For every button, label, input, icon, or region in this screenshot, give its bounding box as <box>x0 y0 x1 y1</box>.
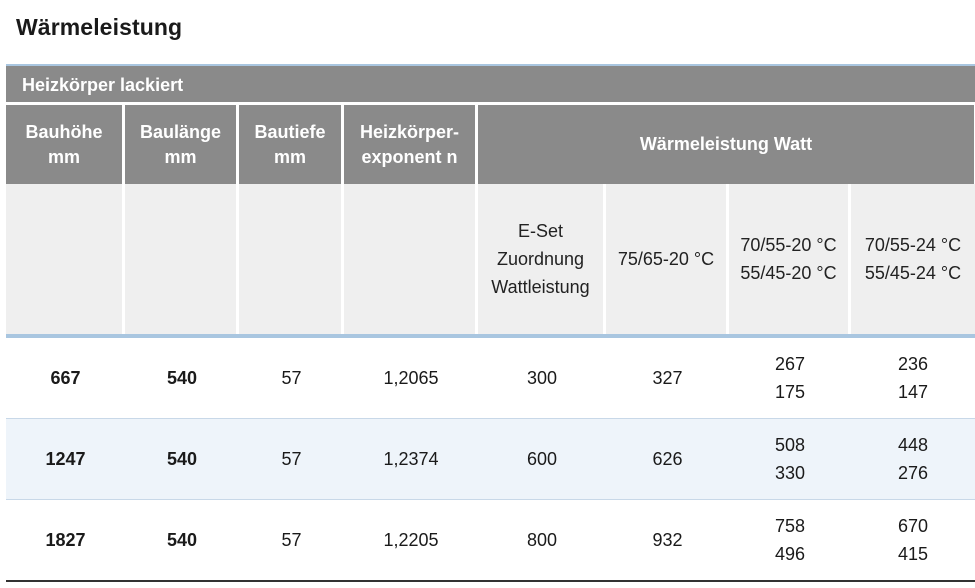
cell-depth: 57 <box>281 530 302 550</box>
table-row: 1827 540 57 1,2205 800 932 758 496 670 415 <box>6 500 975 582</box>
cell-exponent: 1,2065 <box>383 368 439 388</box>
header-bauhoehe: Bauhöhe mm <box>6 105 125 184</box>
header-divider <box>6 334 975 338</box>
cell-w70-20: 267 175 <box>774 354 806 402</box>
cell-exponent: 1,2205 <box>383 530 439 550</box>
cell-height: 667 <box>50 368 81 388</box>
heat-output-table: Heizkörper lackiert Bauhöhe mm Baulänge … <box>6 64 975 582</box>
subheader-75-65: 75/65-20 °C <box>606 184 729 334</box>
cell-depth: 57 <box>281 449 302 469</box>
header-bautiefe: Bautiefe mm <box>239 105 344 184</box>
subheader-eset: E-Set Zuordnung Wattleistung <box>478 184 606 334</box>
table-row: 1247 540 57 1,2374 600 626 508 330 448 276 <box>6 419 975 500</box>
page-title: Wärmeleistung <box>16 14 183 40</box>
cell-w70-24: 448 276 <box>897 435 929 483</box>
cell-height: 1827 <box>45 530 86 550</box>
table-row: 667 540 57 1,2065 300 327 267 175 236 147 <box>6 338 975 419</box>
header-exponent: Heizkörper- exponent n <box>344 105 478 184</box>
subheader-empty <box>6 184 125 334</box>
cell-height: 1247 <box>45 449 86 469</box>
subheader-empty <box>344 184 478 334</box>
subheader-empty <box>125 184 239 334</box>
cell-w70-24: 670 415 <box>897 516 929 564</box>
header-waermeleistung: Wärmeleistung Watt <box>478 105 974 184</box>
cell-eset: 300 <box>526 368 558 388</box>
cell-w70-24: 236 147 <box>897 354 929 402</box>
cell-length: 540 <box>166 530 198 550</box>
cell-length: 540 <box>166 368 198 388</box>
cell-exponent: 1,2374 <box>383 449 439 469</box>
subheader-empty <box>239 184 344 334</box>
header-row: Bauhöhe mm Baulänge mm Bautiefe mm Heizk… <box>6 105 975 184</box>
table-caption: Heizkörper lackiert <box>6 64 975 102</box>
header-baulaenge: Baulänge mm <box>125 105 239 184</box>
cell-eset: 800 <box>526 530 558 550</box>
cell-eset: 600 <box>526 449 558 469</box>
cell-depth: 57 <box>281 368 302 388</box>
cell-length: 540 <box>166 449 198 469</box>
cell-w70-20: 508 330 <box>774 435 806 483</box>
cell-w75: 626 <box>652 449 683 469</box>
cell-w75: 932 <box>652 530 683 550</box>
cell-w75: 327 <box>652 368 683 388</box>
subheader-row: E-Set Zuordnung Wattleistung 75/65-20 °C… <box>6 184 975 334</box>
cell-w70-20: 758 496 <box>774 516 806 564</box>
subheader-70-55-20: 70/55-20 °C 55/45-20 °C <box>729 184 851 334</box>
subheader-70-55-24: 70/55-24 °C 55/45-24 °C <box>851 184 975 334</box>
